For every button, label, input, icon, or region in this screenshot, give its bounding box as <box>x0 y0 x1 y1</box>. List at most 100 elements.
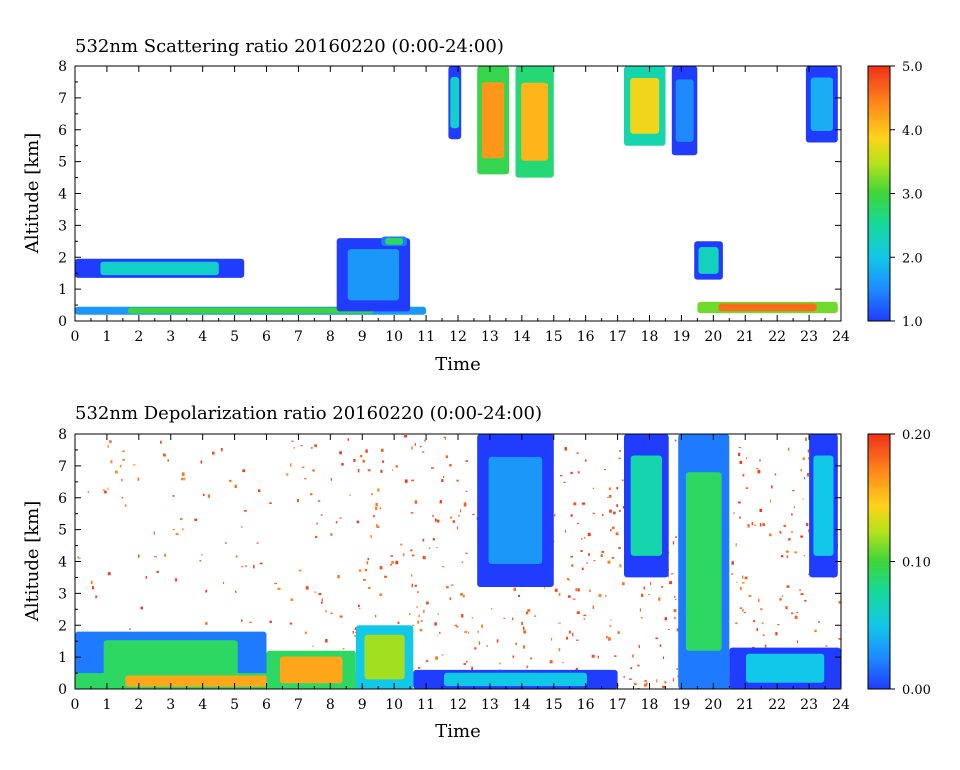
noise-speckle <box>363 579 366 581</box>
noise-speckle <box>759 459 761 462</box>
noise-speckle <box>677 675 679 678</box>
noise-speckle <box>459 509 462 513</box>
noise-speckle <box>325 639 328 643</box>
noise-speckle <box>403 553 405 557</box>
noise-speckle <box>672 678 675 682</box>
noise-speckle <box>491 607 493 610</box>
noise-speckle <box>754 524 756 526</box>
noise-speckle <box>618 457 621 460</box>
x-tick-label: 23 <box>800 697 818 713</box>
y-tick-label: 3 <box>58 218 67 234</box>
noise-speckle <box>397 621 400 624</box>
noise-speckle <box>154 556 157 558</box>
noise-speckle <box>593 560 596 562</box>
noise-speckle <box>629 678 632 680</box>
noise-speckle <box>637 664 640 667</box>
noise-speckle <box>119 464 122 468</box>
noise-speckle <box>432 538 435 541</box>
x-tick-label: 10 <box>385 329 403 345</box>
noise-speckle <box>140 606 143 610</box>
noise-speckle <box>787 447 790 451</box>
noise-speckle <box>794 551 798 554</box>
layer-core <box>698 247 719 274</box>
noise-speckle <box>751 521 754 526</box>
noise-speckle <box>582 502 585 505</box>
noise-speckle <box>613 511 616 515</box>
noise-speckle <box>194 518 198 521</box>
noise-speckle <box>676 668 678 670</box>
layer-core <box>127 307 374 314</box>
noise-speckle <box>370 535 372 539</box>
noise-speckle <box>601 551 605 553</box>
x-tick-label: 7 <box>294 329 303 345</box>
noise-speckle <box>558 592 561 596</box>
noise-speckle <box>223 581 225 584</box>
noise-speckle <box>731 561 734 565</box>
x-tick-label: 21 <box>736 329 754 345</box>
noise-speckle <box>289 622 292 625</box>
noise-speckle <box>466 660 468 663</box>
noise-speckle <box>573 502 577 506</box>
noise-speckle <box>298 569 302 572</box>
noise-speckle <box>301 466 305 468</box>
noise-speckle <box>602 514 604 517</box>
noise-speckle <box>359 607 361 610</box>
noise-speckle <box>802 498 804 500</box>
noise-speckle <box>576 611 580 614</box>
noise-speckle <box>417 666 421 669</box>
noise-speckle <box>612 526 615 529</box>
layer-core <box>103 640 238 681</box>
noise-speckle <box>604 469 606 471</box>
noise-speckle <box>656 679 658 683</box>
noise-speckle <box>616 504 619 507</box>
noise-speckle <box>290 598 294 601</box>
x-tick-label: 8 <box>326 329 335 345</box>
noise-speckle <box>568 630 571 634</box>
noise-speckle <box>619 564 622 568</box>
noise-speckle <box>553 513 556 517</box>
noise-speckle <box>609 495 612 498</box>
noise-speckle <box>464 631 468 633</box>
noise-speckle <box>610 529 612 532</box>
noise-speckle <box>732 512 735 514</box>
noise-speckle <box>358 604 360 608</box>
noise-speckle <box>608 487 612 490</box>
noise-speckle <box>205 622 208 625</box>
noise-speckle <box>400 543 403 546</box>
noise-speckle <box>422 555 425 559</box>
x-tick-label: 12 <box>449 697 467 713</box>
noise-speckle <box>423 556 426 560</box>
noise-speckle <box>512 617 514 620</box>
x-tick-label: 17 <box>609 329 627 345</box>
noise-speckle <box>575 588 578 592</box>
noise-speckle <box>77 557 81 559</box>
noise-speckle <box>411 479 415 482</box>
noise-speckle <box>565 636 569 640</box>
noise-speckle <box>422 538 425 542</box>
noise-speckle <box>523 645 526 649</box>
noise-speckle <box>669 581 673 585</box>
noise-speckle <box>436 519 440 523</box>
x-tick-label: 5 <box>230 697 239 713</box>
noise-speckle <box>738 447 742 449</box>
y-tick-label: 2 <box>58 250 67 266</box>
x-tick-label: 0 <box>71 329 80 345</box>
noise-speckle <box>570 471 573 474</box>
noise-speckle <box>465 552 468 554</box>
noise-speckle <box>578 588 580 592</box>
noise-speckle <box>365 449 368 453</box>
noise-speckle <box>796 640 799 644</box>
noise-speckle <box>445 586 449 589</box>
colorbar-tick-label: 5.0 <box>902 60 923 75</box>
noise-speckle <box>804 599 807 602</box>
x-tick-label: 20 <box>704 329 722 345</box>
noise-speckle <box>774 473 777 476</box>
layer-core <box>718 303 817 312</box>
noise-speckle <box>449 464 452 467</box>
noise-speckle <box>316 522 318 525</box>
noise-speckle <box>390 564 392 566</box>
y-tick-label: 7 <box>58 459 67 475</box>
noise-speckle <box>449 597 452 600</box>
noise-speckle <box>422 451 425 453</box>
y-tick-label: 8 <box>58 59 67 75</box>
